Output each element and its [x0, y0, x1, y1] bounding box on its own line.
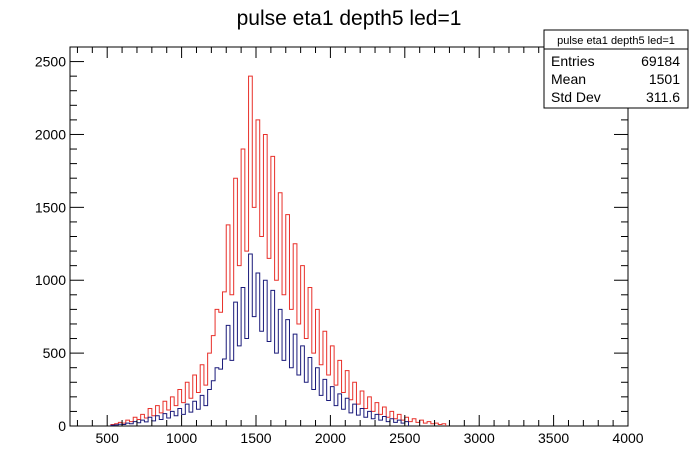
x-tick-label: 3500 [538, 430, 569, 446]
x-tick-label: 3000 [464, 430, 495, 446]
x-tick-label: 1000 [166, 430, 197, 446]
x-tick-label: 2000 [315, 430, 346, 446]
histogram-series-layer [110, 75, 447, 426]
y-tick-label: 0 [58, 418, 66, 434]
x-tick-label: 4000 [612, 430, 643, 446]
y-tick-label: 500 [43, 345, 67, 361]
stats-label-entries: Entries [551, 53, 595, 69]
y-tick-label: 1000 [35, 272, 66, 288]
histogram-series-1 [110, 253, 410, 426]
x-tick-label: 1500 [240, 430, 271, 446]
histogram-series-0 [110, 75, 447, 426]
stats-label-stddev: Std Dev [551, 89, 601, 105]
axis-ticks-layer: 500 1000 1500 2000 2500 3000 3500 4000 0 500 1000 1… [35, 46, 644, 446]
stats-label-mean: Mean [551, 71, 586, 87]
stats-box-title: pulse eta1 depth5 led=1 [557, 35, 675, 47]
stats-box: pulse eta1 depth5 led=1 Entries 69184 Me… [543, 29, 689, 109]
x-tick-label: 500 [96, 430, 120, 446]
stats-value-entries: 69184 [641, 53, 680, 69]
y-tick-label: 1500 [35, 199, 66, 215]
x-tick-label: 2500 [389, 430, 420, 446]
chart-title: pulse eta1 depth5 led=1 [237, 7, 462, 30]
y-tick-label: 2500 [35, 54, 66, 70]
stats-value-mean: 1501 [649, 71, 680, 87]
stats-box-frame [543, 29, 689, 109]
stats-value-stddev: 311.6 [646, 89, 680, 105]
y-tick-label: 2000 [35, 126, 66, 142]
